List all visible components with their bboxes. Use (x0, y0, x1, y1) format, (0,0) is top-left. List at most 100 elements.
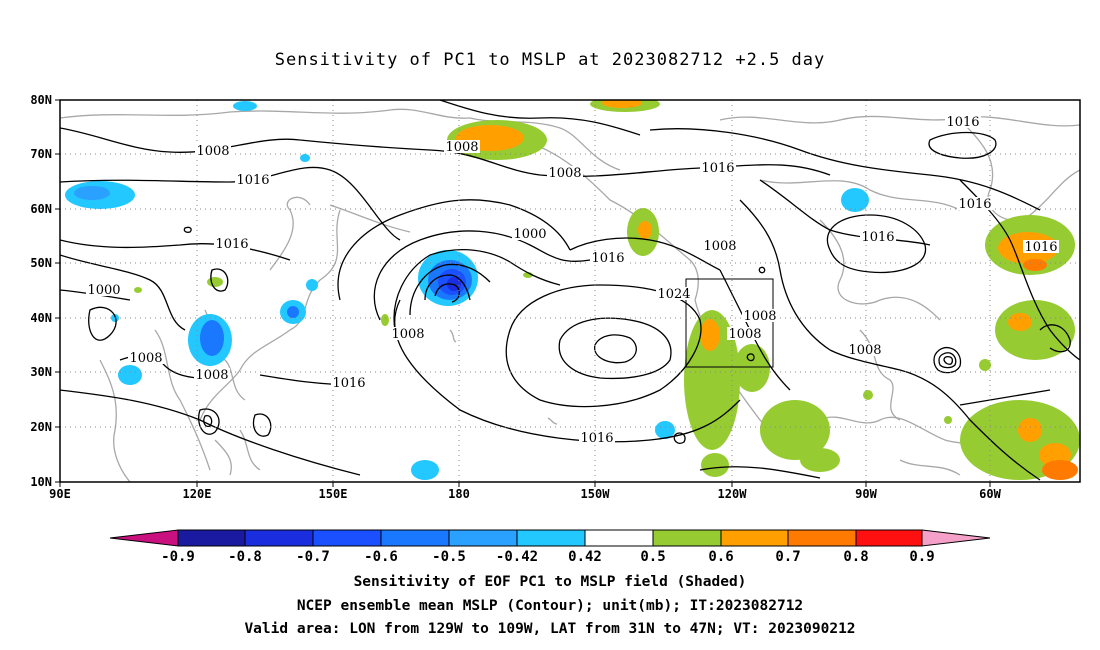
contour-label: 1008 (128, 351, 164, 366)
y-tick-label: 20N (30, 420, 52, 434)
contour-labels: 1008 1016 1008 1008 1016 1000 1016 1016 1016 1000… (86, 115, 1059, 446)
chart-title: Sensitivity of PC1 to MSLP at 2023082712… (274, 50, 826, 70)
colorbar-segment (720, 529, 789, 547)
contour-label: 1016 (957, 197, 993, 212)
contour-label-text: 1008 (743, 309, 776, 324)
colorbar-segment (312, 529, 382, 547)
contour-label-text: 1008 (196, 144, 229, 159)
colorbar-segment (244, 529, 314, 547)
contour-label: 1008 (390, 327, 426, 342)
contour-label: 1016 (331, 376, 367, 391)
colorbar-segment (177, 529, 246, 547)
contour-label-text: 1016 (958, 197, 991, 212)
colorbar-tick-label: 0.8 (843, 549, 868, 565)
contour-label-text: 1016 (580, 431, 613, 446)
y-tick-label: 10N (30, 475, 52, 489)
contour-label-text: 1000 (87, 283, 120, 298)
contour-label-text: 1016 (701, 161, 734, 176)
contour-label: 1008 (194, 368, 230, 383)
contour-label: 1008 (727, 327, 763, 342)
contour-label: 1016 (1023, 240, 1059, 255)
contour-label-text: 1008 (848, 343, 881, 358)
map-frame (59, 99, 1081, 483)
contour-label: 1008 (847, 343, 883, 358)
x-axis-labels: 90E 120E 150E 180 150W 120W 90W 60W (49, 487, 1001, 501)
colorbar-tick-labels: -0.9 -0.8 -0.7 -0.6 -0.5 -0.42 0.42 0.5 0.6 0.7 0.… (161, 549, 935, 565)
contour-label: 1016 (235, 173, 271, 188)
y-tick-label: 40N (30, 311, 52, 325)
contour-label: 1008 (195, 144, 231, 159)
colorbar-tick-label: 0.6 (708, 549, 733, 565)
y-tick-label: 70N (30, 147, 52, 161)
x-tick-label: 180 (448, 487, 470, 501)
contour-label: 1008 (444, 140, 480, 155)
colorbar (109, 529, 991, 547)
caption-line-1: Sensitivity of EOF PC1 to MSLP field (Sh… (353, 574, 747, 590)
x-tick-label: 60W (979, 487, 1001, 501)
colorbar-segment (380, 529, 450, 547)
valid-area-box (685, 278, 774, 368)
contour-label-text: 1008 (195, 368, 228, 383)
y-tick-label: 80N (30, 93, 52, 107)
colorbar-segment (109, 529, 179, 547)
colorbar-segment (516, 529, 586, 547)
colorbar-tick-label: -0.5 (432, 549, 466, 565)
caption-line-2: NCEP ensemble mean MSLP (Contour); unit(… (296, 598, 804, 614)
contour-label: 1016 (945, 115, 981, 130)
contour-label-text: 1008 (548, 166, 581, 181)
x-tick-label: 150W (581, 487, 611, 501)
contour-label: 1008 (702, 239, 738, 254)
sensitivity-shading (65, 100, 1080, 480)
x-tick-label: 150E (319, 487, 348, 501)
colorbar-tick-label: -0.42 (496, 549, 538, 565)
contour-label-text: 1016 (946, 115, 979, 130)
x-tick-label: 120W (718, 487, 748, 501)
contour-label-text: 1008 (703, 239, 736, 254)
contour-label: 1016 (860, 230, 896, 245)
colorbar-tick-label: 0.9 (909, 549, 934, 565)
caption-line-3: Valid area: LON from 129W to 109W, LAT f… (244, 621, 856, 637)
colorbar-tick-label: 0.7 (775, 549, 800, 565)
contour-label-text: 1016 (215, 237, 248, 252)
colorbar-segment (855, 529, 923, 547)
contour-label: 1024 (656, 287, 692, 302)
colorbar-segment (584, 529, 654, 547)
contour-label: 1008 (547, 166, 583, 181)
contour-label: 1016 (579, 431, 615, 446)
y-tick-label: 50N (30, 256, 52, 270)
colorbar-tick-label: -0.8 (228, 549, 262, 565)
contour-label-text: 1008 (129, 351, 162, 366)
colorbar-tick-label: 0.42 (568, 549, 602, 565)
contour-label-text: 1016 (591, 251, 624, 266)
contour-label-text: 1016 (236, 173, 269, 188)
colorbar-segment (448, 529, 518, 547)
colorbar-segment (787, 529, 857, 547)
colorbar-segment (921, 529, 991, 547)
contour-label: 1000 (86, 283, 122, 298)
contour-label-text: 1000 (513, 227, 546, 242)
contour-label: 1016 (590, 251, 626, 266)
y-tick-label: 60N (30, 202, 52, 216)
x-tick-label: 90E (49, 487, 71, 501)
contour-label-text: 1024 (657, 287, 690, 302)
y-axis-labels: 80N 70N 60N 50N 40N 30N 20N 10N (30, 93, 52, 489)
contour-label: 1000 (512, 227, 548, 242)
contour-label-text: 1016 (332, 376, 365, 391)
contour-label-text: 1008 (728, 327, 761, 342)
colorbar-segment (652, 529, 722, 547)
contour-label-text: 1008 (391, 327, 424, 342)
colorbar-tick-label: 0.5 (640, 549, 665, 565)
contour-label: 1008 (742, 309, 778, 324)
contour-label-text: 1016 (1024, 240, 1057, 255)
x-tick-label: 90W (855, 487, 877, 501)
axis-tick-marks (55, 99, 991, 487)
x-tick-label: 120E (183, 487, 212, 501)
colorbar-tick-label: -0.9 (161, 549, 195, 565)
colorbar-tick-label: -0.7 (296, 549, 330, 565)
contour-label-text: 1016 (861, 230, 894, 245)
colorbar-tick-label: -0.6 (364, 549, 398, 565)
contour-label: 1016 (214, 237, 250, 252)
contour-label-text: 1008 (445, 140, 478, 155)
contour-label: 1016 (700, 161, 736, 176)
